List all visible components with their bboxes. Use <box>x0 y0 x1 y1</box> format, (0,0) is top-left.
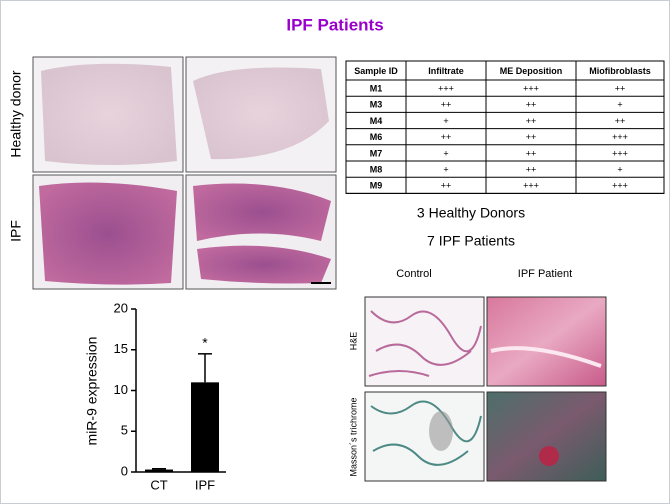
table-border <box>345 60 665 194</box>
y-tick-label: 15 <box>114 341 128 356</box>
score-table: Sample ID Infiltrate ME Deposition Miofibro… <box>345 60 665 194</box>
row-label: H&E <box>348 332 358 351</box>
table-header: ME Deposition <box>500 66 563 76</box>
x-tick-label: CT <box>150 477 167 492</box>
staining-images <box>364 296 607 482</box>
table-cell: ++ <box>526 164 537 174</box>
table-cell: M6 <box>370 132 383 142</box>
table-cell: M9 <box>370 181 383 191</box>
bar <box>191 382 219 472</box>
table-cell: + <box>617 164 622 174</box>
table-cell: ++ <box>441 100 452 110</box>
table-cell: +++ <box>612 132 628 142</box>
table-cell: + <box>443 164 448 174</box>
table-cell: ++ <box>441 132 452 142</box>
y-tick-label: 0 <box>121 463 128 478</box>
table-cell: + <box>443 148 448 158</box>
table-cell: ++ <box>526 132 537 142</box>
summary-line: 7 IPF Patients <box>427 233 515 249</box>
column-label: Control <box>396 268 431 280</box>
table-header: Miofibroblasts <box>589 66 651 76</box>
table-cell: ++ <box>615 83 626 93</box>
table-cell: M3 <box>370 100 383 110</box>
table-cell: +++ <box>612 148 628 158</box>
y-tick-label: 10 <box>114 382 128 397</box>
row-label: IPF <box>8 220 24 242</box>
summary-line: 3 Healthy Donors <box>417 205 525 221</box>
histology-images <box>32 56 337 290</box>
x-tick-label: IPF <box>195 477 215 492</box>
table-cell: M1 <box>370 83 383 93</box>
column-label: IPF Patient <box>518 268 572 280</box>
table-cell: ++ <box>615 116 626 126</box>
bar <box>145 469 173 472</box>
table-cell: M7 <box>370 148 383 158</box>
slide-title: IPF Patients <box>286 15 383 34</box>
y-tick-label: 20 <box>114 300 128 315</box>
table-cell: ++ <box>526 148 537 158</box>
table-cell: ++ <box>441 181 452 191</box>
table-header: Sample ID <box>354 66 398 76</box>
table-cell: +++ <box>438 83 454 93</box>
table-header: Infiltrate <box>428 66 464 76</box>
table-cell: M8 <box>370 164 383 174</box>
table-cell: ++ <box>526 100 537 110</box>
y-tick-label: 5 <box>121 423 128 438</box>
y-axis-label: miR-9 expression <box>84 337 100 446</box>
table-cell: +++ <box>612 181 628 191</box>
table-cell: + <box>443 116 448 126</box>
row-label: Masson´s trichrome <box>348 397 358 476</box>
table-cell: +++ <box>523 83 539 93</box>
significance-mark: * <box>202 335 208 351</box>
table-cell: M4 <box>370 116 383 126</box>
table-cell: + <box>617 100 622 110</box>
table-cell: +++ <box>523 181 539 191</box>
row-label: Healthy donor <box>8 70 24 158</box>
bar-chart: 0 5 10 15 20 miR-9 expression CT IPF * <box>84 300 226 492</box>
table-cell: ++ <box>526 116 537 126</box>
